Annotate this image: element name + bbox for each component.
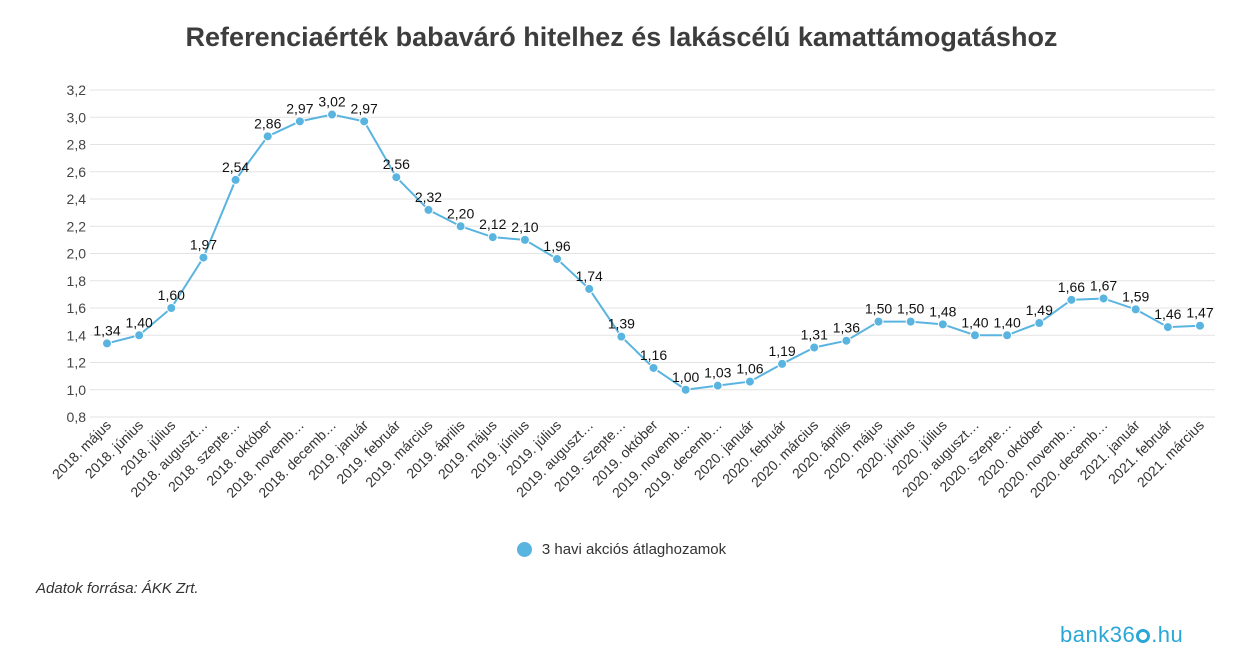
legend-label: 3 havi akciós átlaghozamok — [541, 541, 727, 558]
data-label: 3,02 — [318, 94, 345, 110]
legend-marker — [516, 542, 532, 557]
y-tick-label: 1,0 — [67, 382, 87, 398]
data-point — [230, 174, 241, 185]
y-tick-label: 2,2 — [67, 218, 87, 234]
data-point — [584, 283, 595, 294]
y-tick-label: 1,2 — [67, 355, 87, 371]
data-label: 2,86 — [254, 115, 281, 131]
data-point — [648, 362, 659, 373]
data-label: 2,12 — [479, 216, 506, 232]
data-label: 2,97 — [286, 100, 313, 116]
y-tick-label: 2,4 — [67, 191, 87, 207]
data-label: 1,50 — [897, 301, 924, 317]
data-label: 1,47 — [1186, 305, 1213, 321]
data-label: 1,40 — [993, 314, 1020, 330]
data-point — [166, 303, 177, 313]
data-point — [198, 252, 209, 263]
data-point — [294, 116, 305, 127]
y-tick-label: 2,6 — [67, 164, 87, 180]
data-point — [873, 316, 884, 327]
data-point — [519, 234, 530, 245]
data-point — [1195, 320, 1205, 331]
data-point — [809, 342, 820, 353]
data-label: 1,39 — [608, 316, 635, 332]
data-label: 1,40 — [961, 314, 988, 330]
data-labels: 1,34 1,40 1,60 1,97 2,54 2,86 2,97 3,02 2,97 2,56… — [93, 94, 1213, 385]
data-point — [1130, 304, 1141, 315]
data-point — [712, 380, 723, 391]
data-label: 1,67 — [1090, 277, 1117, 293]
data-label: 1,50 — [865, 301, 892, 317]
data-point — [616, 331, 627, 342]
data-point — [1162, 322, 1173, 333]
data-label: 1,66 — [1058, 279, 1085, 295]
y-tick-label: 1,6 — [67, 300, 87, 316]
data-label: 1,48 — [929, 303, 956, 319]
data-label: 1,16 — [640, 347, 667, 363]
data-label: 2,10 — [511, 219, 538, 235]
data-label: 2,54 — [222, 159, 249, 175]
data-points — [102, 109, 1205, 395]
data-point — [552, 253, 563, 264]
data-label: 1,59 — [1122, 288, 1149, 304]
data-point — [937, 319, 948, 330]
y-tick-label: 3,0 — [67, 109, 87, 125]
data-point — [455, 221, 466, 232]
data-point — [1098, 293, 1109, 304]
data-point — [327, 109, 338, 120]
data-label: 1,74 — [576, 268, 603, 284]
data-point — [262, 131, 273, 142]
data-point — [680, 384, 691, 395]
data-label: 1,00 — [672, 369, 699, 385]
data-point — [102, 338, 112, 349]
data-point — [1002, 330, 1013, 341]
data-label: 1,34 — [93, 322, 120, 338]
gridlines — [90, 89, 1215, 418]
data-point — [969, 330, 980, 341]
logo-ring-icon — [1136, 629, 1151, 643]
data-label: 1,36 — [833, 320, 860, 336]
data-label: 2,97 — [351, 100, 378, 116]
data-point — [777, 358, 788, 369]
data-point — [1066, 294, 1077, 305]
data-label: 2,20 — [447, 205, 474, 221]
data-point — [391, 172, 402, 183]
logo-text-start: bank36 — [1060, 622, 1136, 647]
y-tick-label: 3,2 — [67, 82, 87, 98]
data-point — [841, 335, 852, 346]
data-point — [423, 204, 434, 215]
data-point — [744, 376, 755, 387]
data-point — [1034, 317, 1045, 328]
data-point — [359, 116, 370, 127]
legend: 3 havi akciós átlaghozamok — [0, 541, 1243, 558]
data-label: 1,46 — [1154, 306, 1181, 322]
y-tick-label: 1,8 — [67, 273, 87, 289]
data-label: 1,96 — [543, 238, 570, 254]
data-label: 1,03 — [704, 365, 731, 381]
data-source-note: Adatok forrása: ÁKK Zrt. — [36, 580, 199, 597]
y-tick-label: 2,0 — [67, 246, 87, 262]
data-point — [134, 330, 145, 341]
logo-text-end: .hu — [1151, 622, 1184, 647]
data-label: 1,06 — [736, 361, 763, 377]
data-label: 2,32 — [415, 189, 442, 205]
data-label: 1,31 — [801, 327, 828, 343]
data-point — [905, 316, 916, 327]
chart-title: Referenciaérték babaváró hitelhez és lak… — [185, 22, 1058, 52]
data-label: 1,19 — [768, 343, 795, 359]
y-tick-label: 0,8 — [67, 409, 87, 425]
data-label: 1,97 — [190, 237, 217, 253]
data-label: 1,60 — [158, 287, 185, 303]
data-label: 1,49 — [1026, 302, 1053, 318]
bank360-logo: bank36 .hu — [1060, 622, 1183, 648]
y-axis-ticks: 0,8 1,0 1,2 1,4 1,6 1,8 2,0 2,2 2,4 2,6 2,8 3,0 3,2 — [67, 82, 87, 425]
data-label: 1,40 — [126, 314, 153, 330]
y-tick-label: 2,8 — [67, 137, 87, 153]
data-point — [487, 232, 498, 243]
data-label: 2,56 — [383, 156, 410, 172]
y-tick-label: 1,4 — [67, 327, 87, 343]
